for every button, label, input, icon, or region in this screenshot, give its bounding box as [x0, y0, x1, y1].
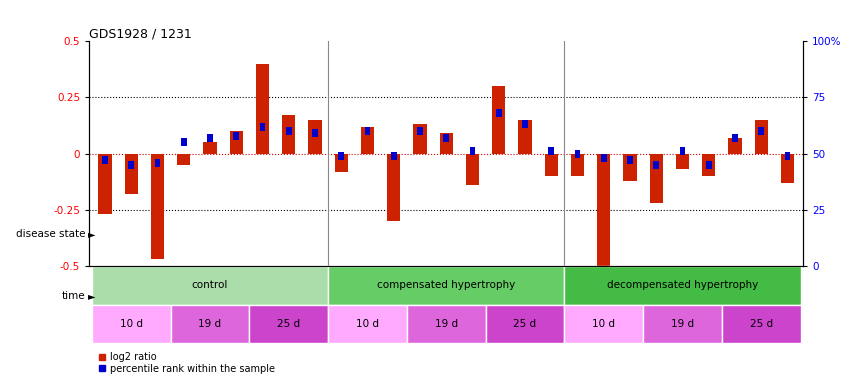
Bar — [706, 161, 711, 169]
Text: 25 d: 25 d — [277, 319, 300, 329]
Bar — [328, 266, 564, 305]
Bar — [654, 161, 660, 169]
Text: 10 d: 10 d — [120, 319, 143, 329]
Bar — [545, 154, 558, 176]
Bar — [492, 86, 505, 154]
Bar — [439, 134, 453, 154]
Bar — [259, 123, 265, 130]
Bar — [361, 127, 374, 154]
Bar — [758, 127, 764, 135]
Text: 10 d: 10 d — [356, 319, 379, 329]
Bar — [171, 304, 249, 343]
Text: 19 d: 19 d — [434, 319, 458, 329]
Bar — [496, 109, 501, 117]
Text: 19 d: 19 d — [671, 319, 694, 329]
Bar — [102, 156, 108, 164]
Bar — [571, 154, 584, 176]
Bar — [365, 127, 371, 135]
Bar — [203, 142, 217, 154]
Bar — [312, 129, 318, 137]
Text: 10 d: 10 d — [592, 319, 615, 329]
Bar — [785, 152, 791, 160]
Text: disease state: disease state — [15, 230, 85, 239]
Bar — [702, 154, 716, 176]
Bar — [309, 120, 321, 154]
Text: ►: ► — [88, 230, 95, 239]
Legend: log2 ratio, percentile rank within the sample: log2 ratio, percentile rank within the s… — [94, 348, 279, 375]
Bar — [256, 64, 269, 154]
Text: GDS1928 / 1231: GDS1928 / 1231 — [89, 27, 192, 40]
Bar — [781, 154, 794, 183]
Bar — [207, 134, 213, 142]
Bar — [407, 304, 485, 343]
Text: 25 d: 25 d — [513, 319, 536, 329]
Bar — [755, 120, 768, 154]
Text: 25 d: 25 d — [750, 319, 773, 329]
Bar — [328, 304, 407, 343]
Bar — [92, 304, 171, 343]
Bar — [181, 138, 187, 146]
Bar — [99, 154, 111, 214]
Text: compensated hypertrophy: compensated hypertrophy — [377, 280, 515, 290]
Bar — [125, 154, 138, 194]
Bar — [417, 127, 423, 135]
Bar — [177, 154, 190, 165]
Bar — [598, 154, 610, 266]
Bar — [732, 134, 738, 142]
Text: 19 d: 19 d — [198, 319, 222, 329]
Bar — [92, 266, 328, 305]
Bar — [676, 154, 689, 170]
Bar — [286, 127, 292, 135]
Bar — [444, 134, 449, 142]
Bar — [335, 154, 348, 172]
Bar — [548, 147, 554, 155]
Text: time: time — [61, 291, 85, 301]
Bar — [679, 147, 685, 155]
Bar — [388, 154, 400, 221]
Bar — [230, 131, 243, 154]
Bar — [601, 154, 607, 162]
Bar — [564, 266, 801, 305]
Bar — [643, 304, 722, 343]
Bar — [627, 156, 633, 164]
Bar — [722, 304, 801, 343]
Bar — [623, 154, 637, 180]
Bar — [485, 304, 564, 343]
Bar — [413, 124, 427, 154]
Bar — [575, 150, 581, 158]
Bar — [728, 138, 741, 154]
Text: decompensated hypertrophy: decompensated hypertrophy — [607, 280, 758, 290]
Bar — [151, 154, 164, 259]
Bar — [518, 120, 531, 154]
Bar — [391, 152, 397, 160]
Text: control: control — [192, 280, 228, 290]
Bar — [469, 147, 475, 155]
Bar — [522, 120, 528, 128]
Bar — [128, 161, 134, 169]
Bar — [249, 304, 328, 343]
Bar — [564, 304, 643, 343]
Text: ►: ► — [88, 291, 95, 301]
Bar — [466, 154, 479, 185]
Bar — [338, 152, 344, 160]
Bar — [282, 116, 295, 154]
Bar — [233, 132, 239, 140]
Bar — [649, 154, 663, 203]
Bar — [155, 159, 161, 166]
